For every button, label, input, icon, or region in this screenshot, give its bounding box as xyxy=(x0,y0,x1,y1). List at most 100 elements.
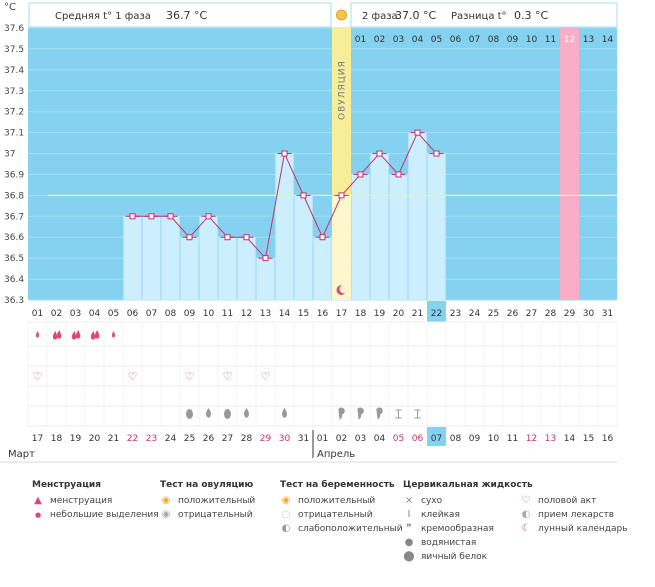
temperature-point xyxy=(319,234,326,241)
temperature-point xyxy=(395,171,402,178)
temperature-bar xyxy=(427,153,446,301)
temperature-point xyxy=(376,150,383,157)
month-label-april: Апрель xyxy=(317,449,355,460)
temperature-point xyxy=(300,192,307,199)
legend-fluid-egg-white: яичный белок xyxy=(421,552,488,562)
cycle-day-label: 27 xyxy=(526,309,537,319)
date-label: 27 xyxy=(222,434,233,444)
egg-white-icon: ⬤ xyxy=(403,551,415,562)
diff-value: 0.3 °C xyxy=(514,9,548,22)
y-tick-label: 37 xyxy=(4,150,15,160)
cycle-day-label: 23 xyxy=(450,309,461,319)
phase2-box xyxy=(350,2,618,28)
cycle-day-label: 15 xyxy=(298,309,309,319)
heart-icon: ♡ xyxy=(261,370,271,383)
diff-label: Разница t° xyxy=(451,11,507,22)
y-tick-label: 37.5 xyxy=(4,45,24,55)
phase1-box xyxy=(28,2,332,28)
creamy-icon: ❞ xyxy=(406,523,412,534)
menstruation-heavy-icon xyxy=(56,330,62,339)
legend-pregnancy-test-title: Тест на беременность xyxy=(280,480,395,490)
temperature-point xyxy=(186,234,193,241)
temperature-point xyxy=(357,171,364,178)
date-label: 28 xyxy=(241,434,253,444)
y-unit-label: °C xyxy=(4,2,16,13)
menstruation-heavy-icon xyxy=(94,330,100,339)
watery-icon xyxy=(206,408,211,418)
menstruation-small-icon xyxy=(36,331,39,338)
legend-menstruation-item: менструация xyxy=(50,496,113,506)
cycle-day-label: 06 xyxy=(127,309,139,319)
cycle-day-label: 09 xyxy=(184,309,196,319)
cycle-day-label: 11 xyxy=(222,309,233,319)
cycle-day-label: 25 xyxy=(488,309,499,319)
cycle-day-label: 22 xyxy=(431,309,442,319)
menstruation-heavy-icon xyxy=(71,331,77,340)
heart-icon: ♡ xyxy=(521,495,531,506)
phase1-label: Средняя t° 1 фаза xyxy=(55,11,151,22)
ovulation-label: ОВУЛЯЦИЯ xyxy=(338,60,348,120)
cycle-day-label: 29 xyxy=(564,309,576,319)
cycle-day-label: 12 xyxy=(241,309,252,319)
legend-fluid-creamy: кремообразная xyxy=(421,524,494,534)
watery-icon: ● xyxy=(404,537,414,548)
date-label: 01 xyxy=(317,434,328,444)
temperature-point xyxy=(167,213,174,220)
y-tick-label: 36.9 xyxy=(4,170,24,180)
top-day-label: 11 xyxy=(545,35,556,45)
egg-white-icon xyxy=(224,409,231,419)
top-day-label: 06 xyxy=(450,35,462,45)
top-day-label: 10 xyxy=(526,35,538,45)
sticky-icon xyxy=(395,409,402,419)
menstruation-small-icon xyxy=(112,331,115,338)
y-tick-label: 36.4 xyxy=(4,275,24,285)
temperature-bar xyxy=(142,216,161,301)
date-label: 11 xyxy=(507,434,518,444)
legend-small-discharge-item: небольшие выделения xyxy=(50,510,159,520)
legend-preg-positive: положительный xyxy=(298,496,376,506)
y-tick-label: 37.3 xyxy=(4,87,24,97)
legend-preg-negative: отрицательный xyxy=(298,510,373,520)
sticky-icon: I xyxy=(407,509,411,520)
heart-icon: ♡ xyxy=(223,370,233,383)
menstruation-small-icon: ● xyxy=(34,511,42,519)
temperature-point xyxy=(129,213,136,220)
legend-pregnancy-test: Тест на беременность ◉ положительный ○ отр… xyxy=(280,480,403,536)
temperature-point xyxy=(148,213,155,220)
y-tick-label: 36.7 xyxy=(4,212,24,222)
creamy-icon xyxy=(376,407,383,420)
cycle-day-label: 03 xyxy=(70,309,81,319)
cycle-day-label: 28 xyxy=(545,309,557,319)
cycle-day-label: 19 xyxy=(374,309,386,319)
cycle-day-label: 24 xyxy=(469,309,481,319)
date-label: 15 xyxy=(583,434,594,444)
top-day-label: 02 xyxy=(374,35,385,45)
temperature-bar xyxy=(370,153,389,301)
date-label: 24 xyxy=(165,434,177,444)
date-label: 07 xyxy=(431,434,442,444)
temperature-bar xyxy=(256,257,275,301)
dry-icon: × xyxy=(404,495,414,506)
phase2-value: 37.0 °C xyxy=(395,9,436,22)
y-tick-label: 37.1 xyxy=(4,129,24,139)
temperature-point xyxy=(338,192,345,199)
date-label: 23 xyxy=(146,434,157,444)
date-label: 17 xyxy=(32,434,43,444)
menstruation-heavy-icon xyxy=(75,330,81,339)
cycle-day-label: 16 xyxy=(317,309,329,319)
date-label: 31 xyxy=(298,434,309,444)
y-tick-label: 36.8 xyxy=(4,191,24,201)
phase2-label: 2 фаза xyxy=(362,11,398,22)
date-label: 30 xyxy=(279,434,291,444)
temperature-point xyxy=(281,150,288,157)
temperature-bar xyxy=(123,216,142,301)
legend-fluid-sticky: клейкая xyxy=(421,510,460,520)
pregnancy-test-weak-icon: ◐ xyxy=(281,523,291,534)
heart-icon: ♡ xyxy=(128,370,138,383)
creamy-icon xyxy=(338,407,345,420)
pregnancy-test-negative-icon: ○ xyxy=(281,509,291,520)
date-label: 26 xyxy=(203,434,215,444)
cycle-day-label: 31 xyxy=(602,309,613,319)
heart-icon: ♡ xyxy=(33,370,43,383)
